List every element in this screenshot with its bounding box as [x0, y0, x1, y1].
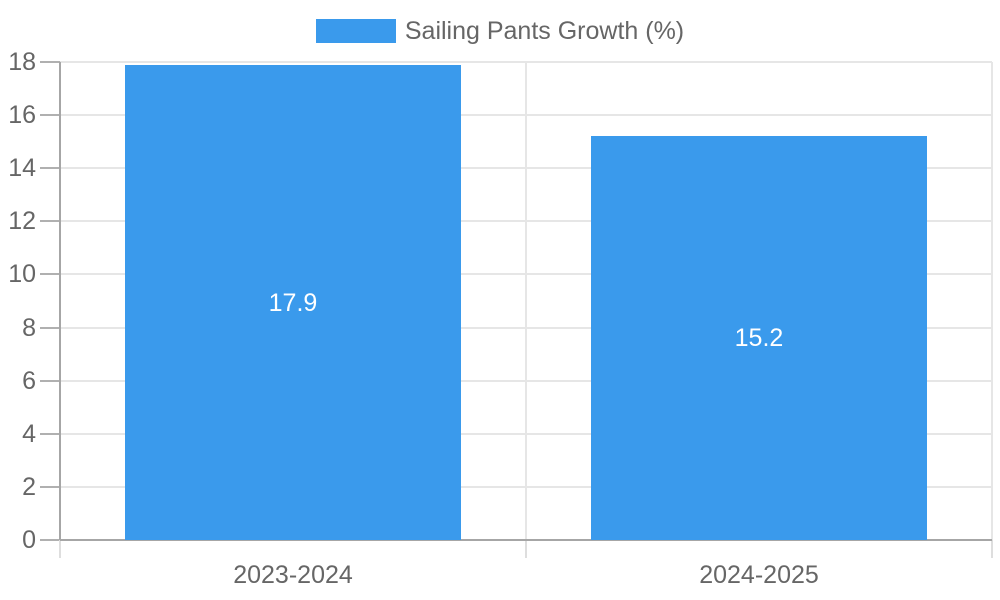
- y-axis-label: 6: [22, 367, 36, 395]
- x-axis-label: 2023-2024: [233, 561, 353, 589]
- x-axis-line: [60, 539, 992, 541]
- y-axis-label: 14: [8, 154, 36, 182]
- y-tick-mark: [40, 539, 60, 541]
- y-axis-label: 2: [22, 473, 36, 501]
- y-tick-mark: [40, 273, 60, 275]
- y-axis-label: 0: [22, 526, 36, 554]
- y-tick-mark: [40, 114, 60, 116]
- bar-value-label: 15.2: [734, 324, 784, 352]
- y-tick-mark: [40, 486, 60, 488]
- x-tick-mark: [525, 540, 527, 558]
- legend[interactable]: Sailing Pants Growth (%): [0, 17, 1000, 45]
- y-tick-mark: [40, 433, 60, 435]
- y-axis-line: [59, 62, 61, 540]
- legend-swatch: [315, 19, 396, 43]
- y-axis-label: 4: [22, 420, 36, 448]
- bar[interactable]: [591, 136, 927, 540]
- y-tick-mark: [40, 220, 60, 222]
- bar[interactable]: [125, 65, 461, 540]
- x-axis-label: 2024-2025: [699, 561, 819, 589]
- x-gridline: [525, 62, 527, 540]
- x-tick-mark: [991, 540, 993, 558]
- y-axis-label: 10: [8, 260, 36, 288]
- legend-label: Sailing Pants Growth (%): [404, 17, 685, 45]
- x-tick-mark: [59, 540, 61, 558]
- y-axis-label: 18: [8, 48, 36, 76]
- y-axis-label: 12: [8, 207, 36, 235]
- y-tick-mark: [40, 61, 60, 63]
- y-tick-mark: [40, 327, 60, 329]
- y-axis-label: 16: [8, 101, 36, 129]
- y-tick-mark: [40, 380, 60, 382]
- y-tick-mark: [40, 167, 60, 169]
- x-gridline: [991, 62, 993, 540]
- y-axis-label: 8: [22, 314, 36, 342]
- bar-value-label: 17.9: [268, 289, 318, 317]
